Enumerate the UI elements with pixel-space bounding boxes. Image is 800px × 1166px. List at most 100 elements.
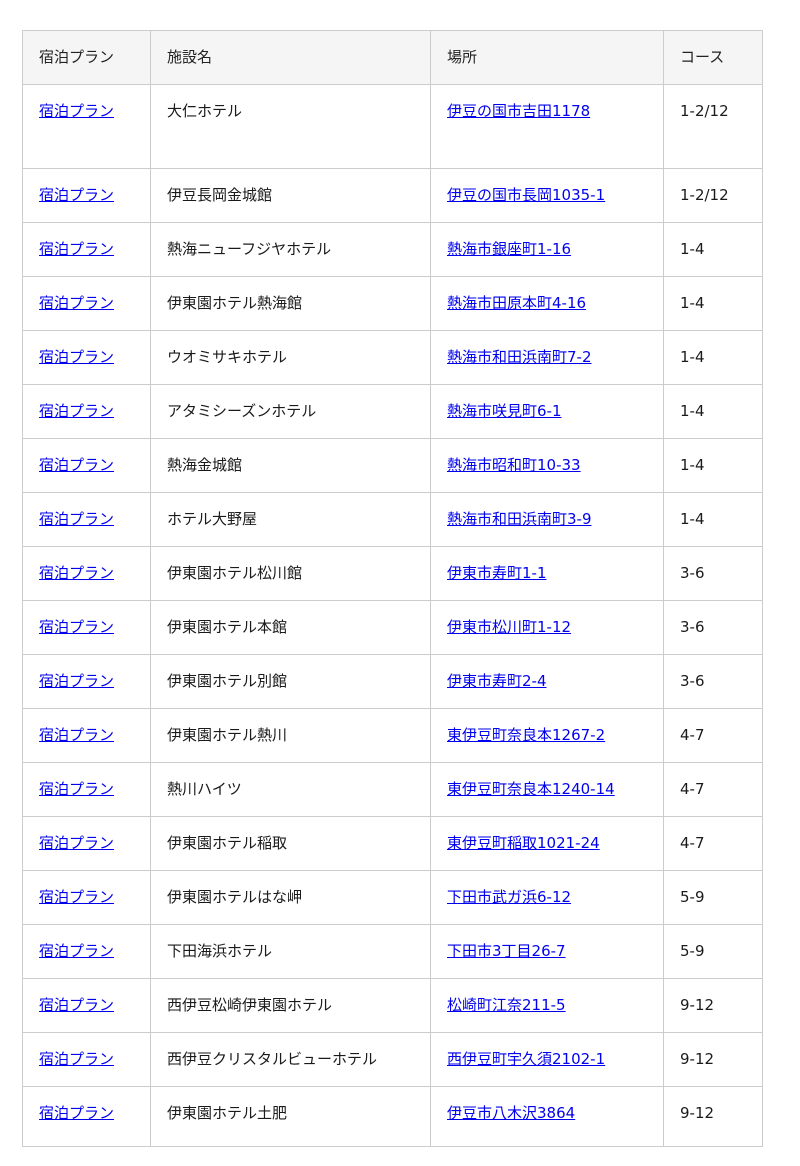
location-link[interactable]: 東伊豆町稲取1021-24 [447, 834, 600, 852]
plan-link[interactable]: 宿泊プラン [39, 1050, 115, 1068]
plan-cell: 宿泊プラン [22, 84, 151, 169]
location-link[interactable]: 西伊豆町宇久須2102-1 [447, 1050, 606, 1068]
facility-name: 熱海金城館 [150, 438, 431, 493]
table-row: 宿泊プラン 伊東園ホテル稲取 東伊豆町稲取1021-24 4-7 [22, 816, 763, 871]
table-row: 宿泊プラン 伊豆長岡金城館 伊豆の国市長岡1035-1 1-2/12 [22, 168, 763, 223]
location-cell: 東伊豆町奈良本1267-2 [430, 708, 664, 763]
location-link[interactable]: 伊東市松川町1-12 [447, 618, 572, 636]
location-link[interactable]: 熱海市田原本町4-16 [447, 294, 587, 312]
course-value: 1-2/12 [663, 84, 763, 169]
location-link[interactable]: 東伊豆町奈良本1240-14 [447, 780, 615, 798]
plan-link[interactable]: 宿泊プラン [39, 780, 115, 798]
plan-cell: 宿泊プラン [22, 492, 151, 547]
plan-link[interactable]: 宿泊プラン [39, 1104, 115, 1122]
table-row: 宿泊プラン 西伊豆松崎伊東園ホテル 松崎町江奈211-5 9-12 [22, 978, 763, 1033]
location-cell: 下田市武ガ浜6-12 [430, 870, 664, 925]
course-value: 3-6 [663, 600, 763, 655]
location-link[interactable]: 熱海市和田浜南町3-9 [447, 510, 592, 528]
plan-link[interactable]: 宿泊プラン [39, 618, 115, 636]
location-link[interactable]: 熱海市和田浜南町7-2 [447, 348, 592, 366]
plan-link[interactable]: 宿泊プラン [39, 186, 115, 204]
course-value: 1-4 [663, 438, 763, 493]
plan-cell: 宿泊プラン [22, 1032, 151, 1087]
plan-cell: 宿泊プラン [22, 654, 151, 709]
plan-link[interactable]: 宿泊プラン [39, 102, 115, 120]
location-link[interactable]: 伊豆市八木沢3864 [447, 1104, 576, 1122]
plan-link[interactable]: 宿泊プラン [39, 888, 115, 906]
plan-cell: 宿泊プラン [22, 546, 151, 601]
facility-name: 西伊豆松崎伊東園ホテル [150, 978, 431, 1033]
facility-name: 伊東園ホテル松川館 [150, 546, 431, 601]
plan-cell: 宿泊プラン [22, 330, 151, 385]
location-cell: 東伊豆町稲取1021-24 [430, 816, 664, 871]
course-value: 3-6 [663, 546, 763, 601]
table-row: 宿泊プラン 熱海金城館 熱海市昭和町10-33 1-4 [22, 438, 763, 493]
plan-link[interactable]: 宿泊プラン [39, 996, 115, 1014]
location-link[interactable]: 松崎町江奈211-5 [447, 996, 566, 1014]
facility-name: 大仁ホテル [150, 84, 431, 169]
location-cell: 熱海市和田浜南町3-9 [430, 492, 664, 547]
course-value: 5-9 [663, 870, 763, 925]
plan-link[interactable]: 宿泊プラン [39, 294, 115, 312]
plan-link[interactable]: 宿泊プラン [39, 456, 115, 474]
course-value: 1-4 [663, 384, 763, 439]
location-link[interactable]: 伊東市寿町1-1 [447, 564, 547, 582]
facility-name: アタミシーズンホテル [150, 384, 431, 439]
course-value: 1-4 [663, 276, 763, 331]
plan-link[interactable]: 宿泊プラン [39, 348, 115, 366]
location-link[interactable]: 伊豆の国市長岡1035-1 [447, 186, 606, 204]
table-row: 宿泊プラン アタミシーズンホテル 熱海市咲見町6-1 1-4 [22, 384, 763, 439]
location-cell: 伊東市寿町1-1 [430, 546, 664, 601]
course-value: 1-4 [663, 330, 763, 385]
location-link[interactable]: 東伊豆町奈良本1267-2 [447, 726, 606, 744]
plan-link[interactable]: 宿泊プラン [39, 726, 115, 744]
location-link[interactable]: 下田市武ガ浜6-12 [447, 888, 572, 906]
course-value: 4-7 [663, 708, 763, 763]
plan-cell: 宿泊プラン [22, 708, 151, 763]
plan-cell: 宿泊プラン [22, 276, 151, 331]
plan-link[interactable]: 宿泊プラン [39, 834, 115, 852]
table-row: 宿泊プラン 伊東園ホテルはな岬 下田市武ガ浜6-12 5-9 [22, 870, 763, 925]
plan-cell: 宿泊プラン [22, 762, 151, 817]
plan-link[interactable]: 宿泊プラン [39, 564, 115, 582]
course-value: 5-9 [663, 924, 763, 979]
header-location: 場所 [430, 30, 664, 85]
location-link[interactable]: 伊東市寿町2-4 [447, 672, 547, 690]
course-value: 1-2/12 [663, 168, 763, 223]
location-cell: 西伊豆町宇久須2102-1 [430, 1032, 664, 1087]
location-cell: 松崎町江奈211-5 [430, 978, 664, 1033]
location-link[interactable]: 熱海市咲見町6-1 [447, 402, 562, 420]
plan-link[interactable]: 宿泊プラン [39, 240, 115, 258]
plan-link[interactable]: 宿泊プラン [39, 510, 115, 528]
location-cell: 伊東市寿町2-4 [430, 654, 664, 709]
plan-link[interactable]: 宿泊プラン [39, 402, 115, 420]
facility-name: 伊東園ホテルはな岬 [150, 870, 431, 925]
location-link[interactable]: 下田市3丁目26-7 [447, 942, 566, 960]
table-row: 宿泊プラン 伊東園ホテル土肥 伊豆市八木沢3864 9-12 [22, 1086, 763, 1147]
plan-cell: 宿泊プラン [22, 870, 151, 925]
location-link[interactable]: 伊豆の国市吉田1178 [447, 102, 591, 120]
plan-cell: 宿泊プラン [22, 438, 151, 493]
plan-cell: 宿泊プラン [22, 978, 151, 1033]
location-cell: 熱海市田原本町4-16 [430, 276, 664, 331]
plan-link[interactable]: 宿泊プラン [39, 672, 115, 690]
plan-link[interactable]: 宿泊プラン [39, 942, 115, 960]
facility-name: 伊東園ホテル別館 [150, 654, 431, 709]
location-cell: 伊東市松川町1-12 [430, 600, 664, 655]
table-row: 宿泊プラン 熱海ニューフジヤホテル 熱海市銀座町1-16 1-4 [22, 222, 763, 277]
table-row: 宿泊プラン 熱川ハイツ 東伊豆町奈良本1240-14 4-7 [22, 762, 763, 817]
location-link[interactable]: 熱海市昭和町10-33 [447, 456, 581, 474]
facility-name: 伊東園ホテル土肥 [150, 1086, 431, 1147]
location-cell: 伊豆の国市吉田1178 [430, 84, 664, 169]
facility-name: 熱海ニューフジヤホテル [150, 222, 431, 277]
plan-cell: 宿泊プラン [22, 384, 151, 439]
table-row: 宿泊プラン 西伊豆クリスタルビューホテル 西伊豆町宇久須2102-1 9-12 [22, 1032, 763, 1087]
plan-cell: 宿泊プラン [22, 222, 151, 277]
table-row: 宿泊プラン 伊東園ホテル別館 伊東市寿町2-4 3-6 [22, 654, 763, 709]
table-row: 宿泊プラン 伊東園ホテル本館 伊東市松川町1-12 3-6 [22, 600, 763, 655]
location-link[interactable]: 熱海市銀座町1-16 [447, 240, 572, 258]
plan-cell: 宿泊プラン [22, 168, 151, 223]
course-value: 9-12 [663, 978, 763, 1033]
table-row: 宿泊プラン 伊東園ホテル熱川 東伊豆町奈良本1267-2 4-7 [22, 708, 763, 763]
